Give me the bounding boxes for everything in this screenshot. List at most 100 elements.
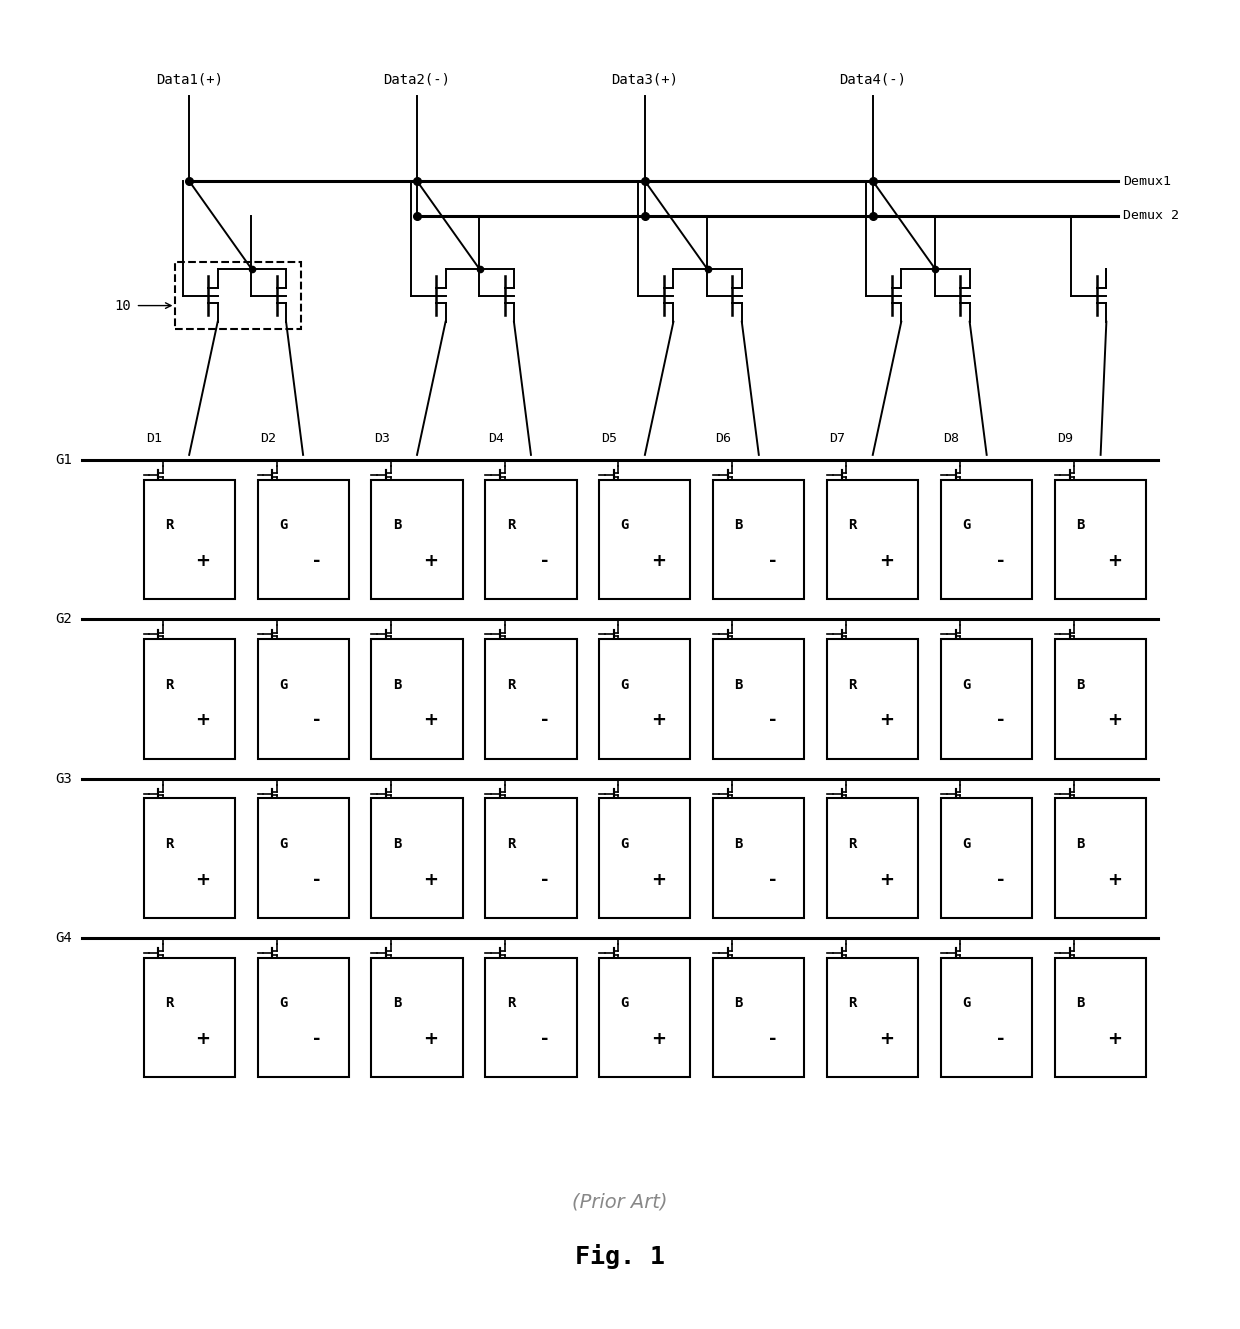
Text: Fig. 1: Fig. 1 [575,1244,665,1269]
Text: D8: D8 [944,432,960,445]
Text: B: B [393,518,402,532]
Text: D5: D5 [601,432,618,445]
Text: R: R [848,837,857,851]
Text: +: + [651,552,666,570]
Text: R: R [165,837,174,851]
Text: G: G [962,518,971,532]
Bar [827,480,919,599]
Text: +: + [196,1030,211,1049]
Text: R: R [848,518,857,532]
Bar [372,480,463,599]
Text: G2: G2 [56,613,72,626]
Text: -: - [312,552,320,570]
Text: -: - [769,552,776,570]
Bar [144,639,234,759]
Text: G: G [279,678,288,691]
Bar [1055,958,1146,1078]
Text: -: - [541,711,548,730]
Text: B: B [393,678,402,691]
Text: +: + [196,870,211,889]
Text: G: G [279,997,288,1010]
Text: B: B [1076,518,1085,532]
Bar [599,480,691,599]
Text: D2: D2 [260,432,275,445]
Text: G: G [621,837,629,851]
Text: -: - [312,711,320,730]
Text: +: + [1107,711,1122,730]
Text: 10: 10 [114,299,130,312]
Bar [941,958,1032,1078]
Text: +: + [879,552,894,570]
Text: R: R [165,518,174,532]
Text: +: + [423,552,438,570]
Text: -: - [769,711,776,730]
Bar [258,958,348,1078]
Text: G: G [621,518,629,532]
Bar [713,958,805,1078]
Text: D7: D7 [830,432,846,445]
Bar [372,639,463,759]
Text: R: R [507,518,515,532]
Text: +: + [196,711,211,730]
Bar [1055,480,1146,599]
Text: G: G [279,837,288,851]
Bar [258,480,348,599]
Bar [713,799,805,918]
Bar [485,958,577,1078]
Bar [175,262,301,330]
Text: (Prior Art): (Prior Art) [572,1192,668,1211]
Bar [599,958,691,1078]
Text: +: + [423,1030,438,1049]
Bar [144,958,234,1078]
Text: R: R [165,678,174,691]
Text: +: + [1107,1030,1122,1049]
Text: G: G [962,997,971,1010]
Text: D9: D9 [1058,432,1074,445]
Text: B: B [393,997,402,1010]
Text: B: B [734,518,743,532]
Text: G: G [279,518,288,532]
Text: +: + [1107,552,1122,570]
Bar [713,639,805,759]
Text: -: - [997,711,1004,730]
Bar [372,958,463,1078]
Text: +: + [651,1030,666,1049]
Text: +: + [423,870,438,889]
Text: B: B [1076,678,1085,691]
Text: +: + [423,711,438,730]
Bar [144,480,234,599]
Bar [941,480,1032,599]
Text: G: G [621,678,629,691]
Text: B: B [734,678,743,691]
Text: R: R [507,678,515,691]
Text: -: - [541,870,548,889]
Text: -: - [997,552,1004,570]
Bar [941,799,1032,918]
Text: G: G [962,678,971,691]
Text: Data1(+): Data1(+) [156,72,223,86]
Text: B: B [1076,837,1085,851]
Text: Data3(+): Data3(+) [611,72,678,86]
Text: R: R [165,997,174,1010]
Bar [713,480,805,599]
Text: +: + [651,711,666,730]
Text: G4: G4 [56,930,72,945]
Text: Demux 2: Demux 2 [1122,210,1179,222]
Text: Demux1: Demux1 [1122,174,1171,187]
Text: G: G [621,997,629,1010]
Text: R: R [848,678,857,691]
Text: +: + [1107,870,1122,889]
Text: -: - [312,870,320,889]
Text: D1: D1 [146,432,162,445]
Bar [485,639,577,759]
Bar [258,799,348,918]
Text: -: - [997,870,1004,889]
Bar [485,799,577,918]
Text: R: R [507,837,515,851]
Text: R: R [507,997,515,1010]
Bar [941,639,1032,759]
Text: -: - [541,1030,548,1049]
Text: Data4(-): Data4(-) [839,72,906,86]
Bar [372,799,463,918]
Text: -: - [541,552,548,570]
